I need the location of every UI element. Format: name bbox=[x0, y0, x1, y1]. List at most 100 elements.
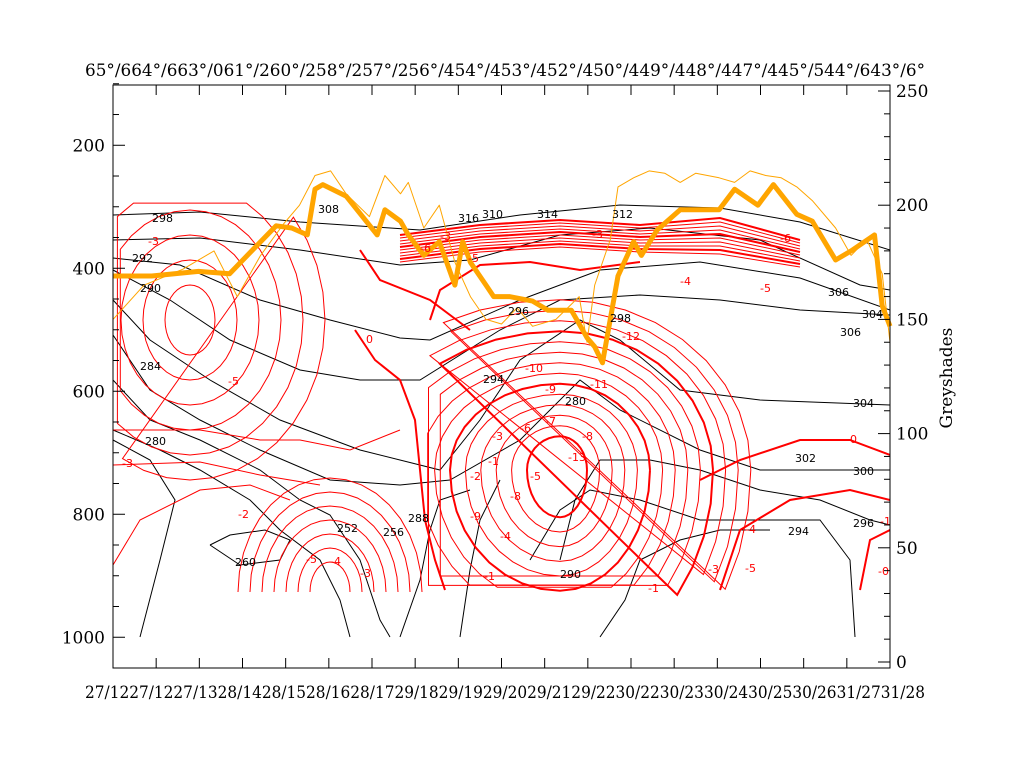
greyshades-thick-line bbox=[113, 182, 893, 366]
wind-contour-label: -0 bbox=[878, 565, 889, 578]
theta-contour-label: 294 bbox=[483, 373, 504, 386]
jet-contour bbox=[399, 237, 801, 259]
theta-contour-label: 306 bbox=[840, 326, 861, 339]
wind-contour bbox=[480, 404, 626, 562]
theta-contour bbox=[209, 529, 291, 566]
jet-contour bbox=[399, 234, 801, 256]
theta-contour bbox=[112, 429, 351, 638]
wind-contour bbox=[119, 209, 282, 431]
jet-contour bbox=[399, 221, 801, 244]
jet-contour bbox=[399, 225, 801, 247]
left-tick-label: 400 bbox=[73, 259, 105, 279]
wind-contour-label: -6 bbox=[780, 232, 791, 245]
theta-contour-label: 298 bbox=[152, 212, 173, 225]
theta-contour-label: 304 bbox=[853, 397, 874, 410]
wind-contour-label: -8 bbox=[582, 430, 593, 443]
wind-contour-label: -6 bbox=[520, 422, 531, 435]
theta-contour-label: 314 bbox=[537, 208, 558, 221]
greyshades-thin-line bbox=[112, 170, 891, 343]
right-tick-label: 250 bbox=[896, 82, 928, 102]
zero-contour bbox=[719, 488, 891, 591]
right-tick-label: 0 bbox=[896, 653, 907, 673]
wind-contour-label: -3 bbox=[440, 230, 451, 243]
wind-contour-label: -4 bbox=[330, 555, 341, 568]
wind-contour bbox=[261, 505, 399, 593]
wind-contour bbox=[116, 202, 304, 456]
wind-contour bbox=[464, 393, 638, 577]
theta-contour-label: 284 bbox=[140, 360, 161, 373]
right-tick-label: 50 bbox=[896, 539, 918, 559]
wind-contour-label: -4 bbox=[500, 530, 511, 543]
left-tick-label: 600 bbox=[73, 382, 105, 402]
theta-contour bbox=[112, 334, 890, 486]
wind-contour-label: -9 bbox=[470, 510, 481, 523]
wind-contour bbox=[120, 234, 260, 406]
wind-contour bbox=[428, 341, 701, 586]
wind-contour-label: -3 bbox=[592, 228, 603, 241]
jet-contour bbox=[399, 230, 801, 253]
wind-contour bbox=[511, 425, 601, 533]
wind-contour-label: -2 bbox=[470, 470, 481, 483]
jet-contour bbox=[399, 228, 801, 250]
wind-contour-label: -11 bbox=[590, 378, 608, 391]
wind-contour-label: -4 bbox=[745, 523, 756, 536]
theta-contour-label: 306 bbox=[828, 286, 849, 299]
wind-contour-label: -1 bbox=[488, 455, 499, 468]
top-axis-labels: 65°/664°/663°/061°/260°/258°/257°/256°/4… bbox=[85, 61, 925, 81]
theta-contour-label: 310 bbox=[482, 208, 503, 221]
wind-contour bbox=[285, 533, 375, 593]
axes: 200 400 600 800 1000 0 50 100 150 200 250 bbox=[62, 82, 929, 673]
wind-contour bbox=[495, 414, 613, 548]
wind-contour bbox=[113, 429, 401, 451]
theta-contour-label: 304 bbox=[862, 308, 883, 321]
theta-contour-label: 296 bbox=[508, 305, 529, 318]
theta-contour bbox=[112, 439, 176, 638]
right-axis-title: Greyshades bbox=[937, 328, 957, 429]
wind-contour-label: -1 bbox=[880, 515, 891, 528]
theta-contour-label: 290 bbox=[560, 568, 581, 581]
wind-contour-label: -3 bbox=[122, 457, 133, 470]
theta-contour-label: 296 bbox=[853, 517, 874, 530]
theta-contour bbox=[112, 379, 391, 638]
wind-contour-label: -5 bbox=[468, 252, 479, 265]
theta-contour bbox=[529, 489, 856, 638]
wind-contour bbox=[112, 484, 291, 566]
wind-contour-label: -1 bbox=[648, 582, 659, 595]
left-tick-label: 200 bbox=[73, 136, 105, 156]
greyshades-series bbox=[112, 170, 893, 366]
wind-contour-label: -3 bbox=[360, 567, 371, 580]
zero-contour bbox=[354, 329, 446, 591]
wind-contour-label: 0 bbox=[850, 433, 857, 446]
theta-contour-label: 290 bbox=[140, 282, 161, 295]
wind-contour bbox=[525, 435, 588, 519]
zero-contour bbox=[699, 439, 891, 481]
theta-contour-label: 316 bbox=[458, 212, 479, 225]
wind-contour-label: 0 bbox=[366, 333, 373, 346]
theta-contour bbox=[112, 269, 891, 381]
wind-contour-label: -1 bbox=[484, 570, 495, 583]
theta-contour-label: 256 bbox=[383, 526, 404, 539]
wind-contour bbox=[438, 330, 714, 597]
theta-contour-label: 294 bbox=[788, 525, 809, 538]
theta-contour-label: 280 bbox=[565, 395, 586, 408]
zero-contour bbox=[359, 249, 471, 331]
wind-contour-label: -5 bbox=[228, 375, 239, 388]
wind-contour bbox=[237, 477, 423, 593]
theta-contour-label: 312 bbox=[612, 208, 633, 221]
wind-contour bbox=[439, 351, 689, 577]
theta-contour bbox=[599, 529, 770, 638]
wind-contour bbox=[297, 547, 363, 593]
theta-contour bbox=[112, 204, 891, 251]
theta-contour-label: 298 bbox=[610, 312, 631, 325]
theta-contour bbox=[399, 489, 471, 638]
bottom-axis-labels: 27/1227/1227/1328/1428/1528/1628/1729/18… bbox=[85, 683, 925, 703]
wind-contour-label: -7 bbox=[545, 415, 556, 428]
wind-contour-label: -10 bbox=[525, 362, 543, 375]
wind-contour bbox=[142, 259, 238, 381]
wind-contour bbox=[121, 216, 326, 481]
right-tick-label: 200 bbox=[896, 196, 928, 216]
zero-contour bbox=[429, 260, 641, 321]
theta-contour-label: 260 bbox=[235, 556, 256, 569]
wind-contour-label: -3 bbox=[708, 563, 719, 576]
